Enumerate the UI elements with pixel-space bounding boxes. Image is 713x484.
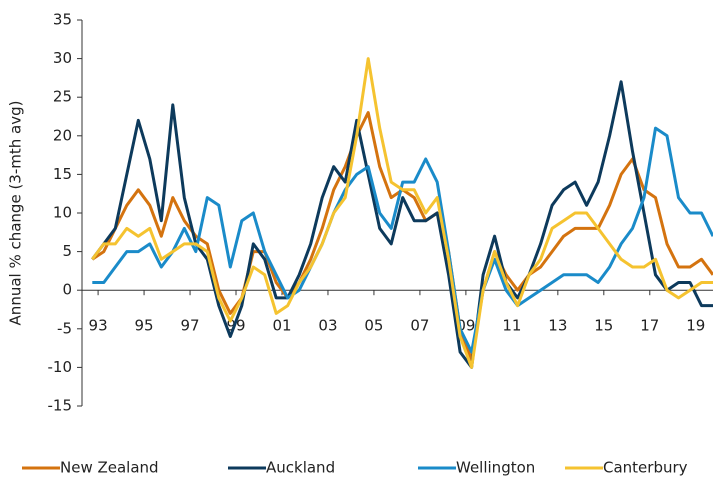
y-tick-label: -5 — [57, 319, 72, 337]
y-tick-label: -10 — [48, 358, 73, 376]
legend-label: Canterbury — [603, 459, 688, 477]
x-tick-label: 19 — [686, 317, 705, 335]
y-tick-label: 35 — [53, 11, 72, 29]
x-tick-label: 95 — [135, 317, 154, 335]
legend-label: Auckland — [266, 459, 335, 477]
y-axis-label: Annual % change (3-mth avg) — [7, 101, 25, 326]
y-tick-label: 10 — [53, 204, 72, 222]
y-tick-label: 25 — [53, 88, 72, 106]
series-line — [91, 57, 713, 369]
legend-label: New Zealand — [60, 459, 159, 477]
y-tick-label: -15 — [48, 397, 73, 415]
x-tick-label: 15 — [594, 317, 613, 335]
x-tick-label: 01 — [272, 317, 291, 335]
y-tick-label: 20 — [53, 126, 72, 144]
y-tick-label: 30 — [53, 49, 72, 67]
y-tick-label: 5 — [62, 242, 72, 260]
x-tick-label: 07 — [410, 317, 429, 335]
x-tick-label: 05 — [364, 317, 383, 335]
y-tick-label: 0 — [62, 281, 72, 299]
x-tick-label: 03 — [318, 317, 337, 335]
series-line — [92, 126, 713, 354]
x-tick-label: 17 — [640, 317, 659, 335]
x-tick-label: 93 — [89, 317, 108, 335]
legend-label: Wellington — [456, 459, 535, 477]
x-tick-label: 13 — [548, 317, 567, 335]
x-tick-label: 97 — [180, 317, 199, 335]
x-tick-label: 11 — [502, 317, 521, 335]
y-tick-label: 15 — [53, 165, 72, 183]
